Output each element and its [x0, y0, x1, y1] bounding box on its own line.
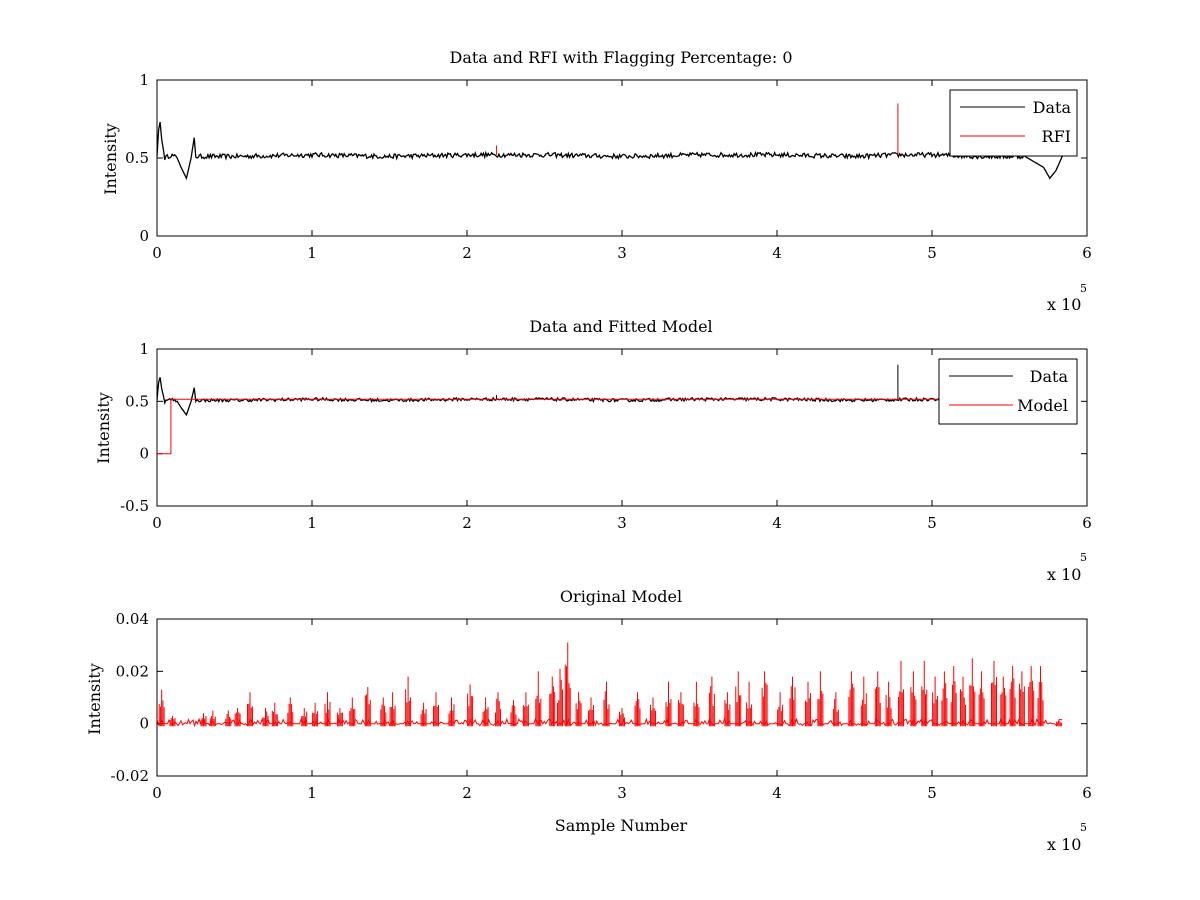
x-tick-label: 2 — [462, 784, 472, 802]
y-tick-label: 1 — [139, 71, 149, 89]
x-multiplier-exponent: 5 — [1080, 551, 1087, 564]
x-tick-label: 5 — [927, 244, 937, 262]
series-line-data — [156, 121, 1063, 181]
x-tick-label: 1 — [307, 514, 317, 532]
panel-data-rfi: Data and RFI with Flagging Percentage: 0… — [101, 48, 1092, 314]
y-tick-label: -0.5 — [120, 497, 149, 515]
axes-box — [156, 348, 1088, 507]
panel-title: Original Model — [560, 587, 682, 606]
x-tick-label: 6 — [1082, 784, 1092, 802]
y-tick-label: 0.02 — [116, 662, 149, 680]
panel-title: Data and RFI with Flagging Percentage: 0 — [449, 48, 792, 67]
x-tick-label: 4 — [772, 244, 782, 262]
x-tick-label: 6 — [1082, 244, 1092, 262]
legend-label: Data — [1030, 367, 1069, 386]
x-tick-label: 6 — [1082, 514, 1092, 532]
panel-original-model: Original Model Intensity 0 1 2 3 4 5 6-0.0200.… — [85, 587, 1092, 854]
x-tick-label: 3 — [617, 784, 627, 802]
x-multiplier-exponent: 5 — [1080, 282, 1087, 295]
y-tick-label: 0 — [139, 715, 149, 733]
legend-label: Data — [1033, 98, 1072, 117]
x-tick-label: 3 — [617, 244, 627, 262]
x-axis-label: Sample Number — [555, 816, 688, 835]
x-tick-label: 2 — [462, 244, 472, 262]
x-tick-label: 1 — [307, 244, 317, 262]
y-axis-label: Intensity — [101, 123, 120, 195]
legend: Data Model — [938, 358, 1078, 425]
legend-box — [949, 89, 1078, 157]
y-axis-label: Intensity — [94, 392, 113, 464]
x-tick-label: 0 — [152, 244, 162, 262]
legend: Data RFI — [949, 89, 1078, 157]
legend-label: RFI — [1042, 127, 1071, 146]
legend-box — [938, 358, 1078, 425]
panel-data-model: Data and Fitted Model Intensity 0 1 2 3 4 5 6 -… — [94, 317, 1092, 584]
x-tick-label: 4 — [772, 784, 782, 802]
x-tick-label: 3 — [617, 514, 627, 532]
x-tick-label: 1 — [307, 784, 317, 802]
x-tick-label: 4 — [772, 514, 782, 532]
x-multiplier: x 10 — [1047, 565, 1081, 584]
y-tick-label: 0.5 — [125, 392, 149, 410]
axes-box — [156, 79, 1088, 237]
y-tick-label: 0.04 — [116, 610, 149, 628]
x-multiplier: x 10 — [1047, 835, 1081, 854]
x-tick-label: 2 — [462, 514, 472, 532]
x-tick-label: 0 — [152, 514, 162, 532]
x-tick-label: 5 — [927, 784, 937, 802]
y-tick-label: 0.5 — [125, 149, 149, 167]
series-line-model — [157, 398, 1063, 455]
x-multiplier: x 10 — [1047, 295, 1081, 314]
y-tick-label: -0.02 — [111, 767, 149, 785]
axes-box — [156, 618, 1088, 777]
x-multiplier-exponent: 5 — [1080, 821, 1087, 834]
x-tick-label: 5 — [927, 514, 937, 532]
legend-label: Model — [1017, 396, 1068, 415]
x-tick-label: 0 — [152, 784, 162, 802]
panel-title: Data and Fitted Model — [529, 317, 712, 336]
y-tick-label: 0 — [139, 445, 149, 463]
y-tick-label: 1 — [139, 340, 149, 358]
plot-area: 0 1 2 3 4 5 6 0 0.5 1 Data RFI — [125, 71, 1092, 262]
y-tick-label: 0 — [139, 227, 149, 245]
y-axis-label: Intensity — [85, 663, 104, 735]
